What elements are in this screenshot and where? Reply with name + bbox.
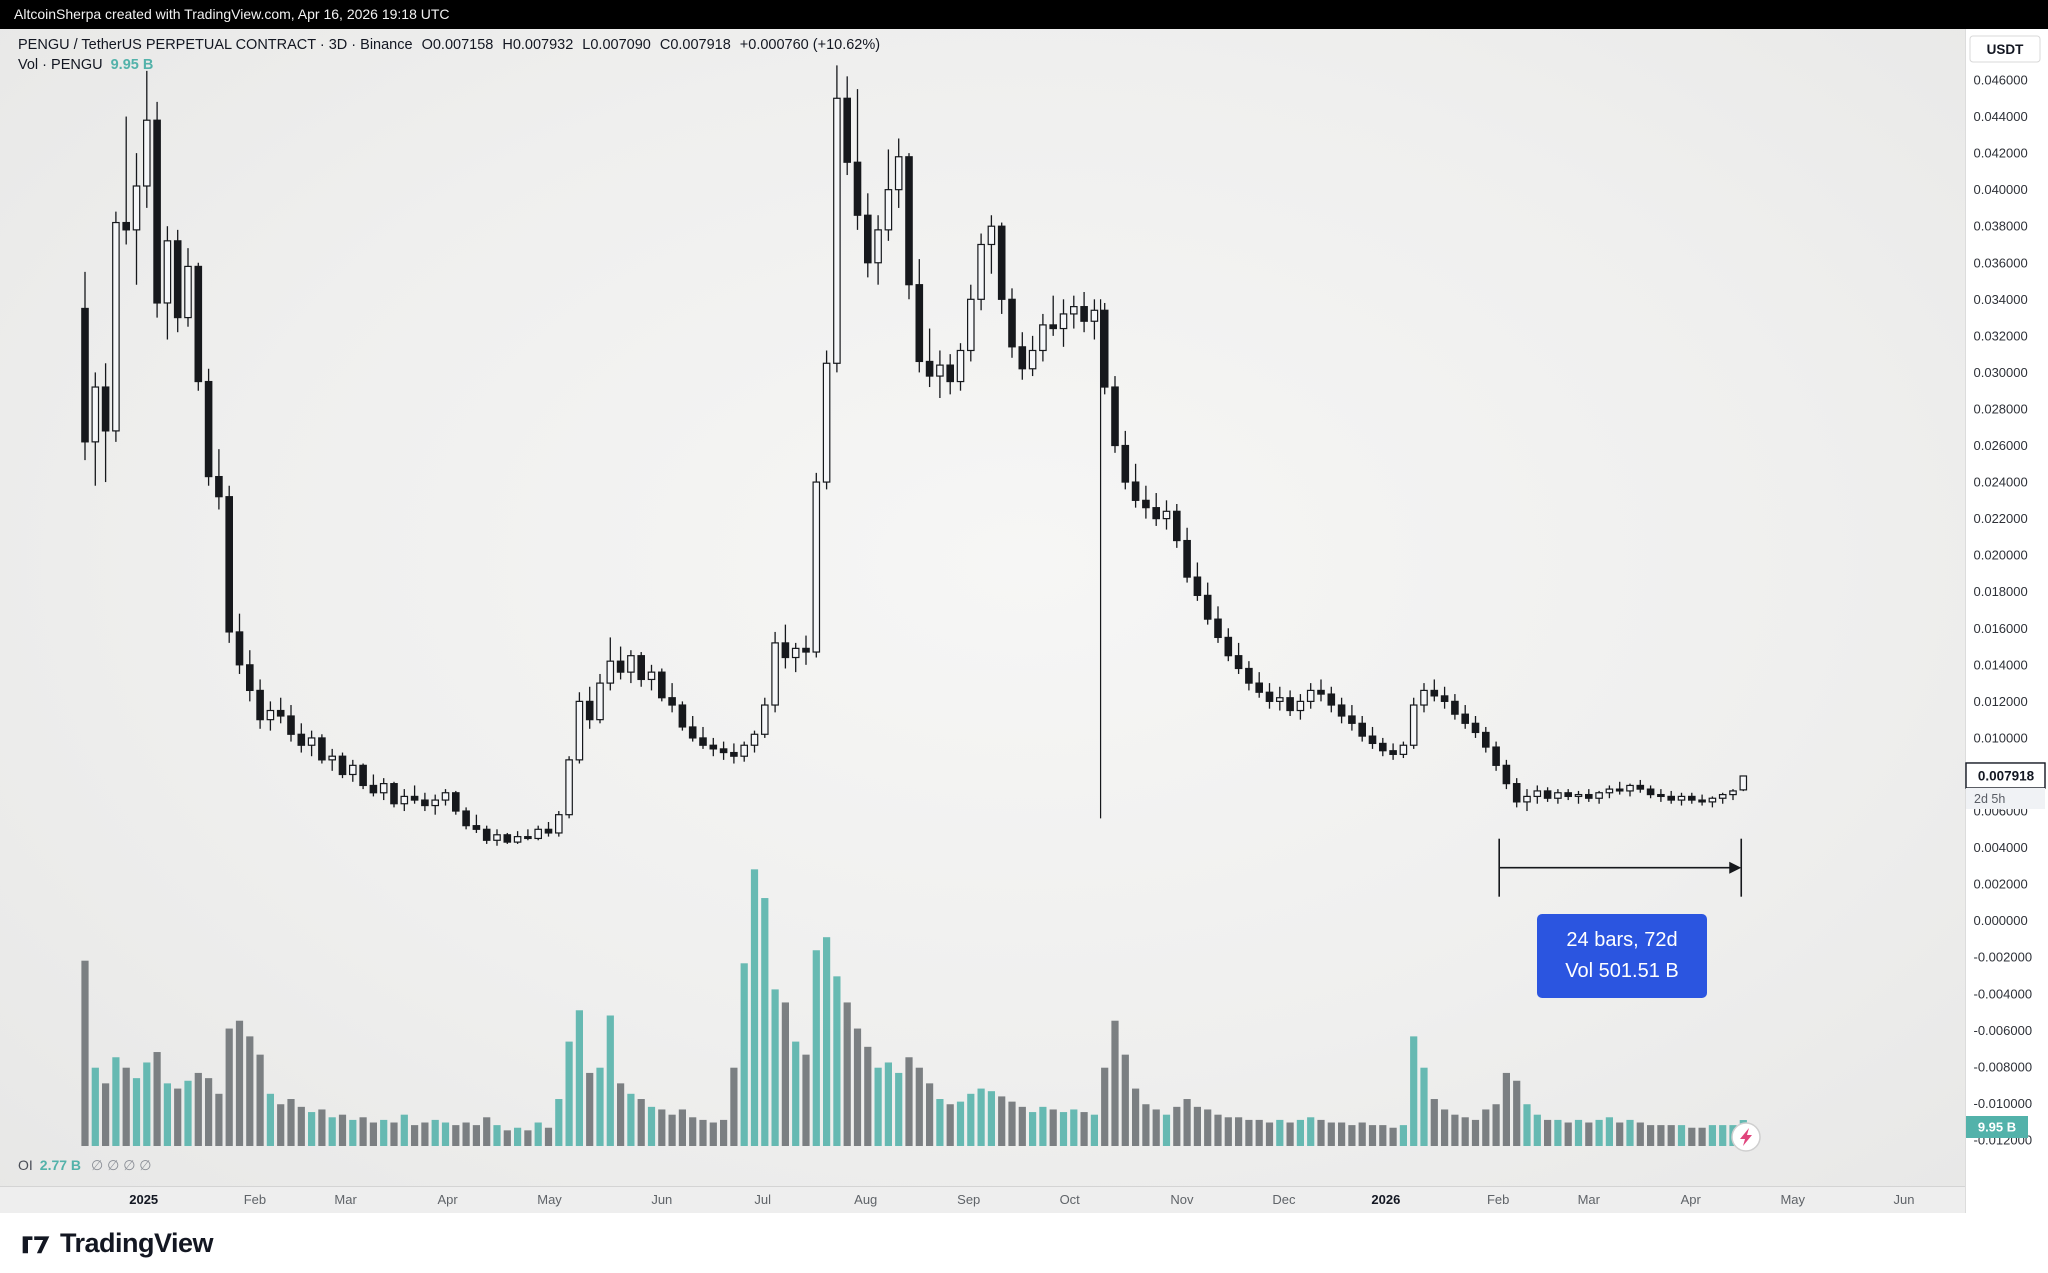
date-label: Mar — [334, 1192, 357, 1207]
currency-tab[interactable] — [1969, 35, 2041, 63]
drawings-layer[interactable] — [1099, 299, 1743, 897]
ohlc-close: C0.007918 — [659, 37, 731, 53]
date-axis[interactable]: 2025 Feb Mar Apr May Jun Jul Aug Sep Oct Nov Dec 202… — [0, 1186, 2048, 1213]
ohlc-change: +0.000760 (+10.62%) — [739, 37, 881, 53]
price-tick-label: 0.018000 — [1974, 584, 2028, 599]
price-tick-label: 0.040000 — [1974, 182, 2028, 197]
last-price-tag — [1965, 762, 2046, 789]
price-tick-label: -0.010000 — [1974, 1096, 2033, 1111]
date-label: 2025 — [129, 1192, 158, 1207]
lightning-icon — [1740, 1128, 1752, 1146]
price-tick-label: 0.028000 — [1974, 401, 2028, 416]
date-label: Apr — [1681, 1192, 1702, 1207]
price-tick-label: 0.024000 — [1974, 475, 2028, 490]
volume-legend-label[interactable]: Vol · PENGU — [18, 57, 103, 73]
price-tick-label: -0.004000 — [1974, 986, 2033, 1001]
measure-volume-text: Vol 501.51 B — [1565, 960, 1679, 982]
price-tick-label: 0.030000 — [1974, 365, 2028, 380]
date-label: Dec — [1272, 1192, 1296, 1207]
axis-tags: 0.007918 2d 5h 9.95 B — [1965, 762, 2046, 1138]
date-label: May — [537, 1192, 562, 1207]
price-tick-label: 0.036000 — [1974, 255, 2028, 270]
watermark-badge[interactable] — [1731, 1122, 1761, 1152]
date-label: Feb — [1487, 1192, 1509, 1207]
price-tick-label: 0.026000 — [1974, 438, 2028, 453]
ohlc-high: H0.007932 — [502, 37, 574, 53]
date-label: Mar — [1578, 1192, 1601, 1207]
price-tick-label: 0.000000 — [1974, 913, 2028, 928]
volume-tag — [1966, 1116, 2028, 1138]
volume-legend-value: 9.95 B — [110, 57, 154, 73]
chart-area[interactable]: 2025 Feb Mar Apr May Jun Jul Aug Sep Oct Nov Dec 202… — [0, 29, 2048, 1213]
price-tick-label: 0.034000 — [1974, 292, 2028, 307]
price-tick-label: 0.012000 — [1974, 694, 2028, 709]
svg-text:9.95 B: 9.95 B — [1978, 1120, 2016, 1135]
price-tick-label: -0.008000 — [1974, 1059, 2033, 1074]
chart-legend: PENGU / TetherUS PERPETUAL CONTRACT · 3D… — [18, 37, 880, 73]
attribution-text: AltcoinSherpa created with TradingView.c… — [14, 6, 450, 22]
ohlc-open: O0.007158 — [421, 37, 494, 53]
price-tick-label: 0.038000 — [1974, 219, 2028, 234]
date-label: Jul — [754, 1192, 771, 1207]
tradingview-brand-text[interactable]: TradingView — [60, 1227, 214, 1258]
currency-label: USDT — [1987, 42, 2025, 57]
date-label: 2026 — [1371, 1192, 1400, 1207]
date-label: Aug — [854, 1192, 877, 1207]
price-tick-label: -0.002000 — [1974, 950, 2033, 965]
price-tick-label: 0.004000 — [1974, 840, 2028, 855]
measure-bars-text: 24 bars, 72d — [1566, 929, 1678, 951]
date-label: Jun — [651, 1192, 672, 1207]
date-label: Feb — [244, 1192, 266, 1207]
price-tick-label: 0.010000 — [1974, 730, 2028, 745]
date-label: Sep — [957, 1192, 980, 1207]
date-label: May — [1780, 1192, 1805, 1207]
svg-text:0.007918: 0.007918 — [1978, 768, 2035, 783]
price-tick-label: 0.032000 — [1974, 328, 2028, 343]
price-tick-label: -0.006000 — [1974, 1023, 2033, 1038]
oi-indicator-row: OI 2.77 B ∅ ∅ ∅ ∅ — [18, 1157, 151, 1174]
price-axis[interactable]: 0.046000 0.044000 0.042000 0.040000 0.038000… — [1965, 29, 2048, 1213]
price-tick-label: 0.002000 — [1974, 877, 2028, 892]
volume-bars-layer — [81, 869, 1747, 1146]
measure-annotation-box[interactable]: 24 bars, 72d Vol 501.51 B — [1537, 914, 1707, 998]
tradingview-logo-icon[interactable] — [20, 1229, 52, 1258]
date-label: Nov — [1170, 1192, 1194, 1207]
price-tick-label: 0.020000 — [1974, 548, 2028, 563]
bar-countdown-tag — [1966, 787, 2045, 809]
date-label: Oct — [1060, 1192, 1081, 1207]
date-label: Apr — [437, 1192, 458, 1207]
price-tick-label: 0.022000 — [1974, 511, 2028, 526]
price-tick-label: 0.046000 — [1974, 73, 2028, 88]
price-tick-label: 0.042000 — [1974, 146, 2028, 161]
price-tick-label: 0.014000 — [1974, 657, 2028, 672]
date-label: Jun — [1893, 1192, 1914, 1207]
attribution-bar: AltcoinSherpa created with TradingView.c… — [0, 0, 2048, 29]
price-tick-label: 0.044000 — [1974, 109, 2028, 124]
price-tick-label: 0.016000 — [1974, 621, 2028, 636]
candles-layer — [81, 65, 1748, 846]
svg-text:2d 5h: 2d 5h — [1974, 792, 2005, 806]
footer-bar: TradingView — [0, 1213, 2048, 1273]
ohlc-low: L0.007090 — [582, 37, 651, 53]
chart-canvas[interactable]: 2025 Feb Mar Apr May Jun Jul Aug Sep Oct Nov Dec 202… — [0, 29, 2048, 1213]
oi-value: 2.77 B — [39, 1157, 82, 1173]
oi-flags: ∅ ∅ ∅ ∅ — [91, 1157, 152, 1173]
oi-label: OI — [18, 1157, 33, 1173]
symbol-title[interactable]: PENGU / TetherUS PERPETUAL CONTRACT · 3D… — [18, 37, 413, 53]
